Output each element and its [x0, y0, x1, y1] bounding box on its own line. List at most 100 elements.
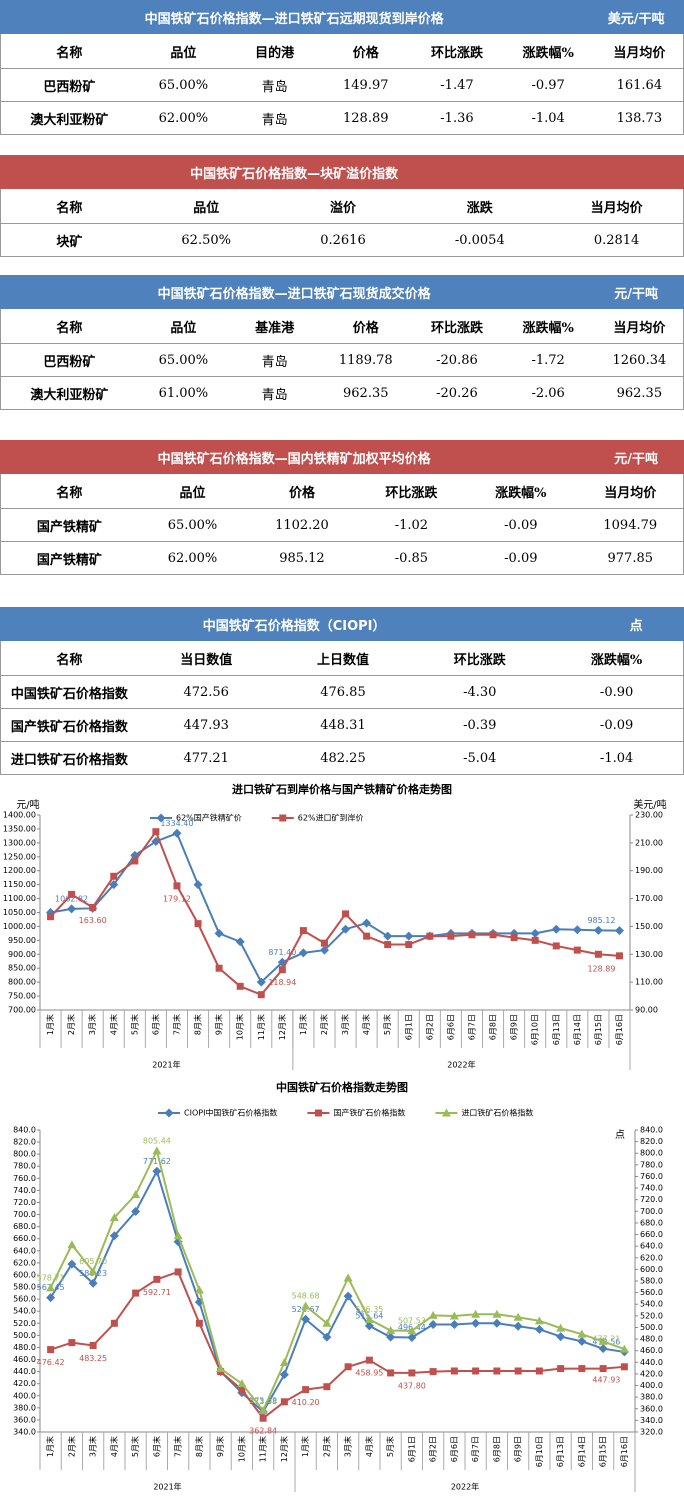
data-label: 483.25 [79, 1354, 107, 1363]
x-tick-label: 3月末 [87, 1014, 97, 1035]
y2-tick-label: 150.00 [635, 922, 663, 931]
data-label: 592.71 [143, 1288, 171, 1297]
cell: 447.93 [137, 708, 275, 742]
point [534, 1316, 544, 1325]
x-tick-label: 6月2日 [429, 1436, 438, 1462]
point [471, 1309, 481, 1318]
y2-tick-label: 380.0 [640, 1393, 663, 1402]
point [279, 1370, 289, 1380]
x-tick-label: 6月1日 [404, 1014, 413, 1040]
cell: -1.72 [502, 343, 594, 377]
header-cell: 涨跌幅% [466, 474, 576, 509]
y-tick-label: 820.0 [13, 1138, 36, 1147]
x-tick-label: 6月8日 [489, 1014, 498, 1040]
point [153, 1275, 161, 1283]
table-title: 中国铁矿石价格指数—国内铁精矿加权平均价格 [157, 451, 431, 467]
header-cell: 名称 [1, 641, 138, 676]
data-label: 373.58 [249, 1397, 277, 1406]
x-tick-label: 6月16日 [615, 1014, 624, 1045]
table: 名称 品位 价格 环比涨跌 涨跌幅% 当月均价 国产铁精矿 65.00% 1102.20 -1.0… [1, 474, 684, 575]
table-frame: 名称 品位 溢价 涨跌 当月均价 块矿 62.50% 0.2616 -0.0054 0.2814 [0, 189, 684, 257]
point [193, 880, 203, 890]
header-cell: 价格 [320, 34, 412, 69]
point [513, 1312, 523, 1321]
point [598, 1344, 608, 1354]
header-cell: 品位 [137, 189, 275, 224]
y2-tick-label: 340.0 [640, 1416, 663, 1425]
y-tick-label: 740.0 [13, 1186, 36, 1195]
cell: 65.00% [137, 68, 229, 102]
header-cell: 环比涨跌 [411, 641, 549, 676]
cell: 青岛 [228, 68, 321, 102]
point [341, 924, 351, 934]
point [279, 1358, 289, 1367]
legend-label: CIOPI中国铁矿石价格指数 [184, 1108, 277, 1118]
point [384, 941, 392, 949]
y-tick-label: 600.0 [13, 1270, 36, 1279]
y-tick-label: 640.0 [13, 1246, 36, 1255]
point [301, 1314, 311, 1324]
x-tick-label: 5月末 [130, 1436, 140, 1457]
y-tick-label: 700.00 [8, 1006, 36, 1015]
y-tick-label: 440.0 [13, 1367, 36, 1376]
cell: 巴西粉矿 [1, 68, 138, 102]
y-tick-label: 950.00 [8, 936, 36, 945]
header-cell: 涨跌幅% [502, 34, 594, 69]
cell: -1.02 [356, 508, 467, 542]
point [489, 931, 497, 939]
cell: -1.36 [411, 101, 503, 135]
header-cell: 涨跌 [411, 189, 549, 224]
series-line [49, 1147, 625, 1413]
cell: 477.21 [137, 741, 275, 775]
cell: 62.00% [137, 101, 229, 135]
x-tick-label: 6月16日 [620, 1436, 629, 1467]
row: 巴西粉矿 65.00% 青岛 149.97 -1.47 -0.97 161.64 [1, 68, 684, 102]
y-tick-label: 420.0 [13, 1379, 36, 1388]
header-cell: 涨跌幅% [502, 309, 594, 344]
x-tick-label: 6月9日 [510, 1014, 519, 1040]
point [343, 1291, 353, 1301]
table-title: 中国铁矿石价格指数—进口铁矿石远期现货到岸价格 [144, 11, 444, 27]
y2-tick-label: 800.0 [640, 1149, 663, 1158]
table-frame: 名称 品位 价格 环比涨跌 涨跌幅% 当月均价 国产铁精矿 65.00% 1102.20 -1.0… [0, 474, 684, 575]
x-tick-label: 6月1日 [407, 1436, 416, 1462]
point [577, 1336, 587, 1346]
point [615, 952, 623, 960]
point [556, 1323, 566, 1332]
cell: -0.97 [502, 68, 594, 102]
series-line [50, 831, 620, 984]
y-tick-label: 540.0 [13, 1307, 36, 1316]
point [429, 1368, 437, 1376]
cell: -1.04 [548, 741, 684, 775]
point [556, 1332, 566, 1342]
x-tick-label: 6月15日 [594, 1014, 603, 1045]
x-tick-label: 2月末 [321, 1436, 331, 1457]
point [46, 1283, 56, 1292]
point [493, 1367, 501, 1375]
cell: 482.25 [274, 741, 412, 775]
y2-tick-label: 210.00 [635, 838, 663, 847]
y2-tick-label: 480.0 [640, 1335, 663, 1344]
point [599, 1365, 607, 1373]
y2-tick-label: 400.0 [640, 1381, 663, 1390]
group-label: 2021年 [153, 1482, 181, 1492]
point [194, 920, 202, 928]
series-line [50, 1270, 625, 1420]
x-tick-label: 6月9日 [514, 1436, 523, 1462]
group-label: 2022年 [451, 1482, 479, 1492]
point [510, 934, 518, 942]
table-frame: 名称 当日数值 上日数值 环比涨跌 涨跌幅% 中国铁矿石价格指数 472.56 476.85-… [0, 641, 684, 775]
point [534, 1324, 544, 1334]
cell: 国产铁精矿 [1, 541, 138, 575]
point [450, 1367, 458, 1375]
x-tick-label: 6月6日 [446, 1014, 455, 1040]
point [405, 941, 413, 949]
data-label: 375.63 [249, 1396, 277, 1405]
point [279, 814, 287, 822]
y-tick-label: 400.0 [13, 1391, 36, 1400]
y2-tick-label: 540.0 [640, 1300, 663, 1309]
x-tick-label: 8月末 [193, 1014, 203, 1035]
point [322, 1318, 332, 1327]
y2-tick-label: 600.0 [640, 1265, 663, 1274]
chart: 进口铁矿石到岸价格与国产铁精矿价格走势图 700.00 750.00 800.00 85… [3, 782, 667, 1070]
